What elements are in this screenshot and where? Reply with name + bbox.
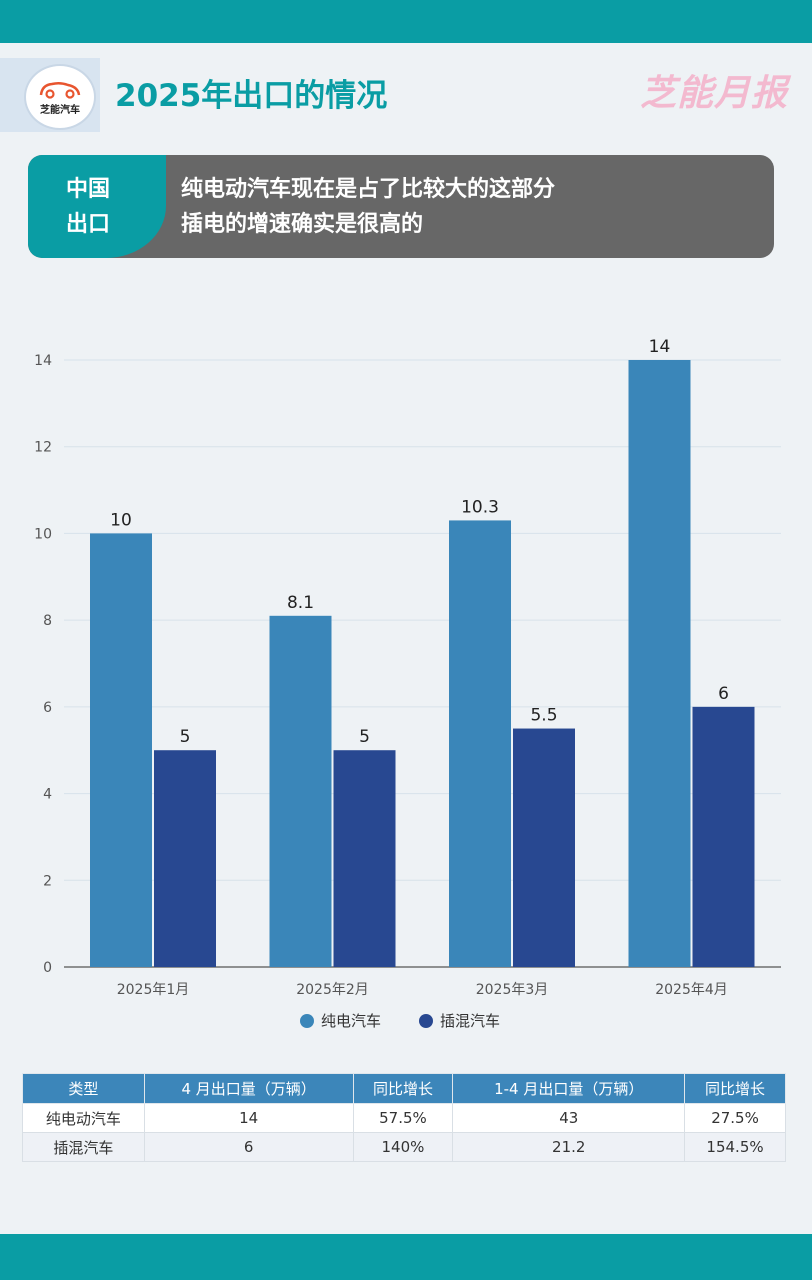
y-tick-label: 2 [43,873,52,889]
bar [449,520,511,967]
table-cell: 57.5% [352,1103,454,1133]
x-tick-label: 2025年4月 [655,982,728,998]
logo-text: 芝能汽车 [40,104,80,116]
data-label: 8.1 [287,593,314,613]
y-tick-label: 6 [43,700,52,716]
banner-text-line-2: 插电的增速确实是很高的 [181,212,424,237]
page-title: 2025年出口的情况 [115,78,388,114]
bar [333,750,396,967]
table-cell: 6 [143,1132,354,1162]
table-cell: 43 [452,1103,686,1133]
table-cell: 27.5% [684,1103,786,1133]
x-tick-label: 2025年1月 [117,982,190,998]
legend-marker [419,1014,433,1028]
brand-logo: 芝能汽车 [24,64,96,130]
table-header-ytd-volume: 1-4 月出口量（万辆） [452,1073,686,1104]
table-header-ytd-yoy: 同比增长 [684,1073,786,1104]
data-label: 10 [110,510,132,530]
car-icon [39,81,81,99]
table-row: 插混汽车 6 140% 21.2 154.5% [22,1132,786,1162]
legend-label: 纯电汽车 [321,1012,381,1030]
bars [90,360,755,967]
bar [154,750,216,967]
y-tick-label: 10 [34,526,52,542]
table-cell: 纯电动汽车 [22,1103,145,1133]
banner-tag-line-2: 出口 [66,212,111,237]
table-cell: 插混汽车 [22,1132,145,1162]
banner-tag-line-1: 中国 [66,177,111,202]
top-bar [0,0,812,43]
table-cell: 14 [143,1103,354,1133]
data-label: 5 [180,727,191,747]
data-label: 10.3 [461,497,499,517]
summary-banner: 中国 出口 纯电动汽车现在是占了比较大的这部分 插电的增速确实是很高的 [28,155,774,258]
x-tick-label: 2025年3月 [476,982,549,998]
table-header-april-volume: 4 月出口量（万辆） [143,1073,354,1104]
bar [692,706,755,967]
banner-tag: 中国 出口 [66,172,110,242]
x-axis-ticks: 2025年1月 2025年2月 2025年3月 2025年4月 [117,982,728,998]
table-header-type: 类型 [22,1073,145,1104]
table-header-row: 类型 4 月出口量（万辆） 同比增长 1-4 月出口量（万辆） 同比增长 [22,1073,786,1104]
y-tick-label: 14 [34,353,52,369]
banner-tag-block [28,155,166,258]
data-label: 5.5 [530,706,557,726]
table-cell: 154.5% [684,1132,786,1162]
table-cell: 21.2 [452,1132,686,1162]
legend-marker [300,1014,314,1028]
banner-text-line-1: 纯电动汽车现在是占了比较大的这部分 [181,177,556,202]
y-tick-label: 0 [43,960,52,976]
table-cell: 140% [352,1132,454,1162]
bar [513,728,575,967]
bottom-bar [0,1234,812,1280]
y-tick-label: 12 [34,440,52,456]
table-row: 纯电动汽车 14 57.5% 43 27.5% [22,1103,786,1133]
table-header-april-yoy: 同比增长 [352,1073,454,1104]
y-axis-ticks: 0 2 4 6 8 10 12 14 [34,353,52,976]
data-label: 5 [359,727,370,747]
brand-name: 芝能月报 [639,73,788,114]
legend-label: 插混汽车 [440,1012,500,1030]
bar [90,533,152,967]
summary-table: 类型 4 月出口量（万辆） 同比增长 1-4 月出口量（万辆） 同比增长 纯电动… [22,1073,786,1162]
bar [269,615,332,967]
data-label: 6 [718,684,729,704]
legend: 纯电汽车 插混汽车 [300,1012,500,1030]
data-label: 14 [649,337,671,357]
x-tick-label: 2025年2月 [296,982,369,998]
y-tick-label: 8 [43,613,52,629]
banner-text: 纯电动汽车现在是占了比较大的这部分 插电的增速确实是很高的 [181,172,555,242]
bar [628,360,691,967]
y-tick-label: 4 [43,787,52,803]
data-labels: 10 5 8.1 5 10.3 5.5 14 6 [110,337,729,747]
